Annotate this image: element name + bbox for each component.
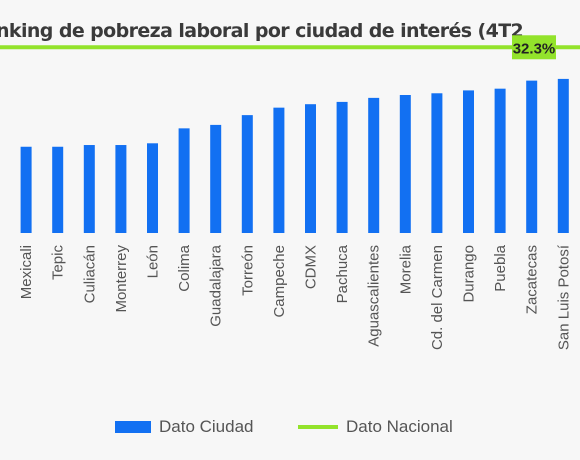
legend-label-dato-nacional: Dato Nacional <box>346 417 453 436</box>
bar-monterrey <box>115 145 127 233</box>
legend-label-dato-ciudad: Dato Ciudad <box>159 417 254 436</box>
legend-swatch-dato-ciudad <box>115 421 151 433</box>
bar-leon <box>147 143 158 233</box>
x-tick-label-san-luis-potosi: San Luis Potosí <box>555 244 572 350</box>
bar-puebla <box>494 88 506 233</box>
x-tick-label-culiacan: Culiacán <box>81 245 98 303</box>
bar-campeche <box>273 107 285 233</box>
chart-title: nking de pobreza laboral por ciudad de i… <box>0 20 524 42</box>
x-tick-label-guadalajara: Guadalajara <box>208 244 225 326</box>
bar-guadalajara <box>210 124 222 233</box>
x-tick-label-mexicali: Mexicali <box>18 245 35 299</box>
x-tick-label-colima: Colima <box>176 244 193 291</box>
x-tick-label-tepic: Tepic <box>50 245 67 281</box>
bar-aguascalientes <box>368 97 380 233</box>
x-tick-label-hermosillo: Hermosillo <box>0 245 4 316</box>
legend-swatch-dato-nacional <box>298 425 338 429</box>
x-tick-label-torreon: Torreón <box>239 245 256 296</box>
x-tick-label-monterrey: Monterrey <box>113 245 130 313</box>
x-tick-label-puebla: Puebla <box>492 244 509 291</box>
bar-torreon <box>241 115 253 233</box>
bar-colima <box>178 128 190 233</box>
x-tick-label-morelia: Morelia <box>397 244 414 294</box>
chart-legend: Dato Ciudad Dato Nacional <box>0 417 580 437</box>
legend-item-dato-nacional: Dato Nacional <box>298 417 453 437</box>
bar-cdmx <box>305 104 316 233</box>
x-tick-label-cdmx: CDMX <box>303 245 320 289</box>
bar-zacatecas <box>526 80 538 233</box>
x-tick-label-pachuca: Pachuca <box>334 244 351 303</box>
x-tick-label-campeche: Campeche <box>271 245 288 318</box>
bar-cd-del-carmen <box>431 93 443 234</box>
bar-culiacan <box>83 145 95 233</box>
bar-mexicali <box>20 146 32 233</box>
bar-chart-plot: Hermosillo Mexicali Tepic Culiacán Monterrey… <box>0 35 580 350</box>
legend-item-dato-ciudad: Dato Ciudad <box>115 417 254 437</box>
national-value-label: 32.3% <box>513 40 556 57</box>
bar-san-luis-potosi <box>557 78 569 234</box>
x-tick-label-durango: Durango <box>461 245 478 303</box>
bar-morelia <box>399 95 411 233</box>
x-tick-label-aguascalientes: Aguascalientes <box>366 245 383 347</box>
x-tick-label-cd-del-carmen: Cd. del Carmen <box>429 245 446 350</box>
bar-durango <box>463 90 474 234</box>
bar-tepic <box>52 146 64 233</box>
national-value-label-box <box>512 35 556 60</box>
x-tick-label-leon: León <box>145 245 162 278</box>
x-tick-label-zacatecas: Zacatecas <box>524 245 541 314</box>
bar-pachuca <box>336 101 348 234</box>
